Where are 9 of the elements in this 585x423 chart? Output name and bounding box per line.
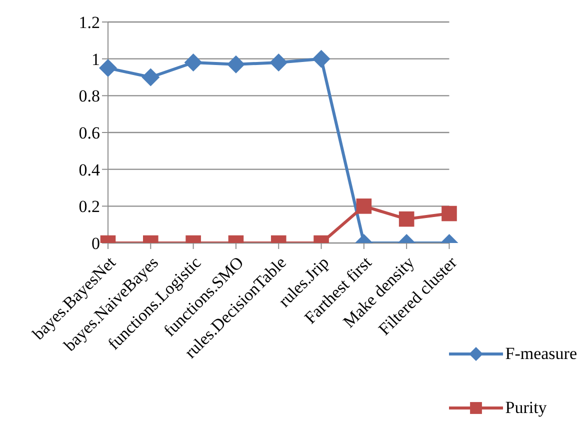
y-tick-label: 1 [92,50,100,69]
y-tick-label: 0 [92,234,100,254]
legend-label: Purity [505,398,547,418]
y-tick-label: 0.2 [78,197,100,216]
y-tick-label: 0.6 [78,124,100,143]
y-tick-label: 1.2 [78,13,100,32]
legend-label: F-measure [505,344,577,364]
y-tick-label: 0.8 [78,86,100,106]
y-tick-label: 0.4 [78,160,100,180]
